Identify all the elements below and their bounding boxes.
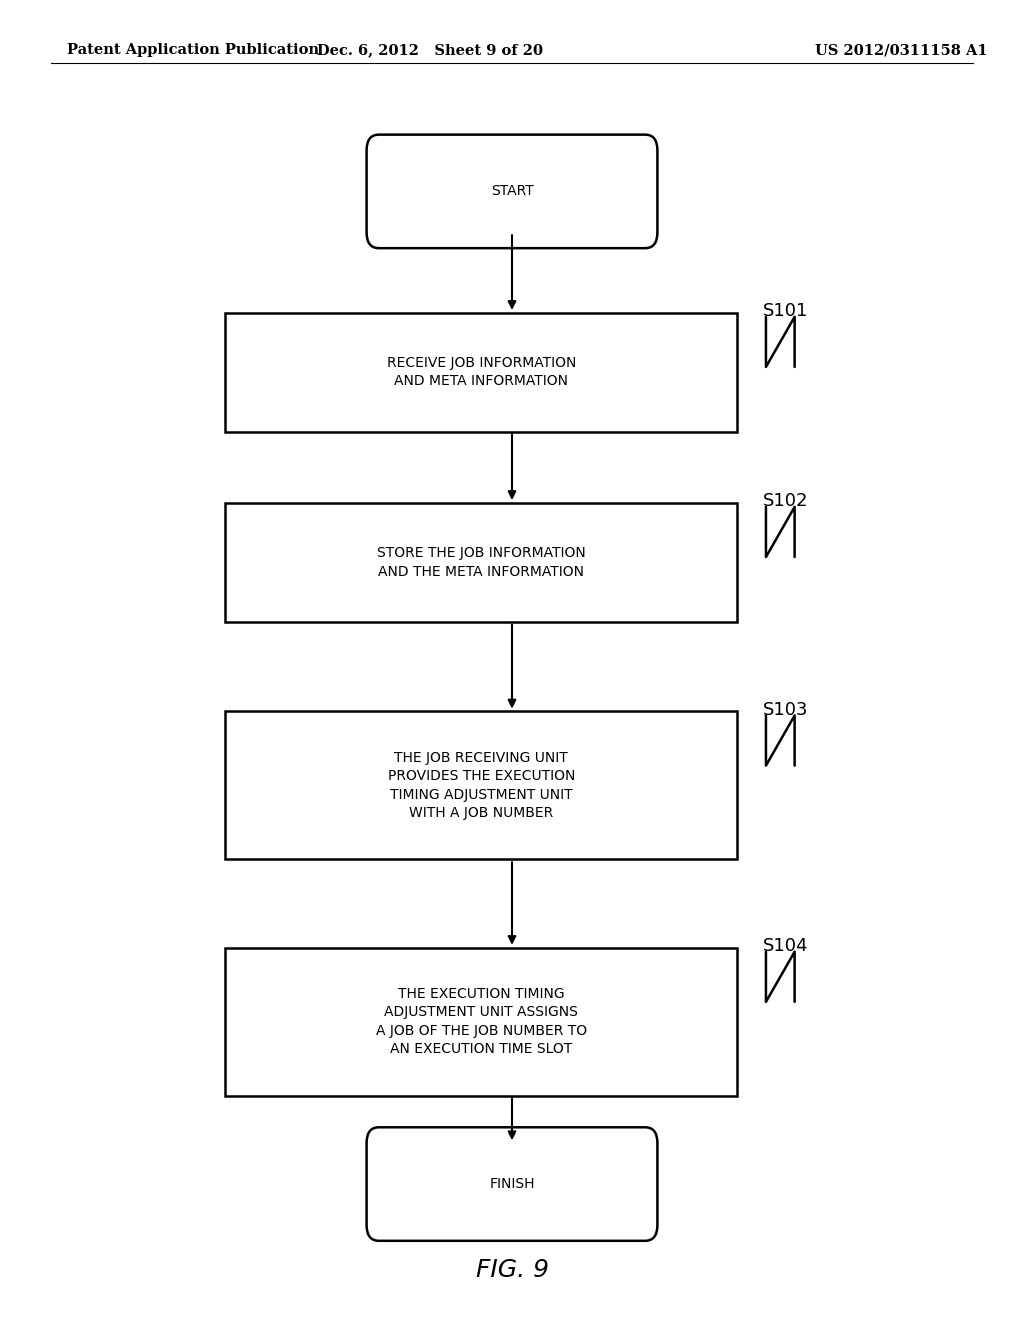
Text: Dec. 6, 2012   Sheet 9 of 20: Dec. 6, 2012 Sheet 9 of 20 [317, 44, 543, 57]
Text: FIG. 9: FIG. 9 [475, 1258, 549, 1282]
Text: S101: S101 [763, 302, 808, 321]
Text: US 2012/0311158 A1: US 2012/0311158 A1 [815, 44, 987, 57]
Bar [225, 503, 737, 622]
Text: S104: S104 [763, 937, 808, 956]
Text: THE JOB RECEIVING UNIT
PROVIDES THE EXECUTION
TIMING ADJUSTMENT UNIT
WITH A JOB : THE JOB RECEIVING UNIT PROVIDES THE EXEC… [388, 751, 574, 820]
Bar [225, 711, 737, 859]
Text: THE EXECUTION TIMING
ADJUSTMENT UNIT ASSIGNS
A JOB OF THE JOB NUMBER TO
AN EXECU: THE EXECUTION TIMING ADJUSTMENT UNIT ASS… [376, 987, 587, 1056]
FancyBboxPatch shape [367, 135, 657, 248]
Text: STORE THE JOB INFORMATION
AND THE META INFORMATION: STORE THE JOB INFORMATION AND THE META I… [377, 546, 586, 578]
Text: S103: S103 [763, 701, 808, 719]
Text: Patent Application Publication: Patent Application Publication [67, 44, 318, 57]
Bar [225, 313, 737, 432]
Text: RECEIVE JOB INFORMATION
AND META INFORMATION: RECEIVE JOB INFORMATION AND META INFORMA… [387, 356, 575, 388]
Text: FINISH: FINISH [489, 1177, 535, 1191]
Text: S102: S102 [763, 492, 808, 511]
Bar [225, 948, 737, 1096]
FancyBboxPatch shape [367, 1127, 657, 1241]
Text: START: START [490, 185, 534, 198]
